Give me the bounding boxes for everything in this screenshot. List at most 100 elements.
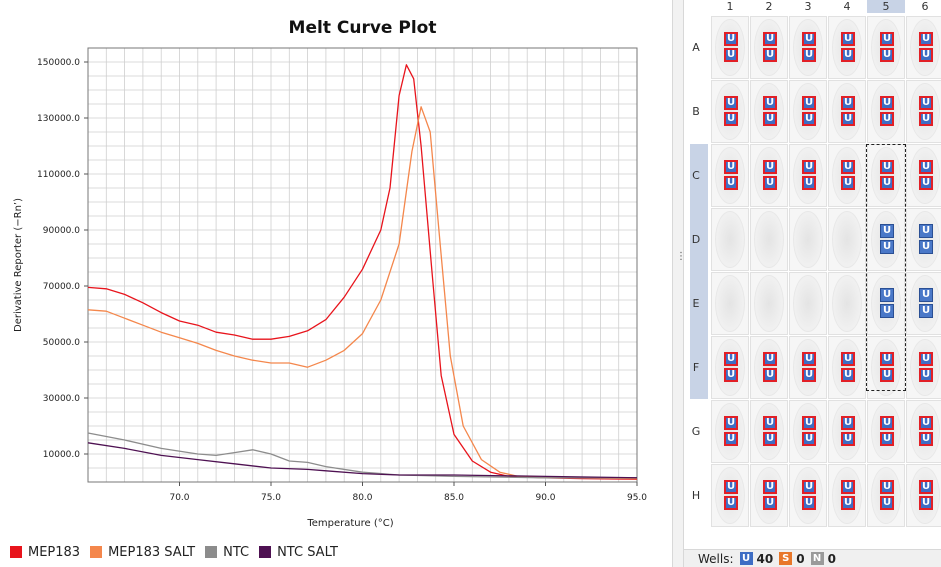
unknown-sample-icon: U [919, 432, 933, 446]
unknown-sample-icon: U [724, 352, 738, 366]
well-oval [793, 211, 823, 268]
column-header-4[interactable]: 4 [843, 0, 851, 13]
splitter-grip-icon[interactable]: ⋮ [676, 251, 686, 262]
unknown-sample-icon: U [802, 416, 816, 430]
row-header-G[interactable]: G [691, 424, 701, 438]
x-tick-label: 70.0 [169, 493, 189, 503]
row-header-A[interactable]: A [692, 40, 700, 54]
well-oval [910, 211, 940, 268]
well-oval [871, 147, 901, 204]
unknown-sample-icon: U [841, 496, 855, 510]
legend-label: NTC SALT [277, 544, 338, 560]
row-header-E[interactable]: E [692, 296, 700, 310]
unknown-sample-icon: U [880, 352, 894, 366]
row-header-D[interactable]: D [691, 232, 701, 246]
row-header-F[interactable]: F [692, 360, 700, 374]
column-header-2[interactable]: 2 [765, 0, 773, 13]
column-header-6[interactable]: 6 [921, 0, 929, 13]
unknown-sample-icon: U [880, 480, 894, 494]
row-header-C[interactable]: C [692, 168, 700, 182]
column-header-5[interactable]: 5 [867, 0, 905, 13]
well-oval [832, 211, 862, 268]
y-tick-label: 110000.0 [37, 170, 80, 180]
well-oval [793, 19, 823, 76]
well-oval [754, 403, 784, 460]
unknown-sample-icon: U [919, 480, 933, 494]
y-tick-label: 130000.0 [37, 114, 80, 124]
y-tick-label: 90000.0 [43, 226, 80, 236]
task-count: 0 [827, 551, 836, 566]
row-header-B[interactable]: B [692, 104, 700, 118]
unknown-sample-icon: U [763, 368, 777, 382]
well-E2[interactable] [750, 272, 788, 335]
well-E3[interactable] [789, 272, 827, 335]
well-oval [871, 275, 901, 332]
unknown-sample-icon: U [919, 352, 933, 366]
legend-label: MEP183 [28, 544, 81, 560]
unknown-sample-icon: U [763, 432, 777, 446]
series-line-ntc-salt [87, 442, 638, 479]
unknown-sample-icon: U [919, 32, 933, 46]
unknown-sample-icon: U [880, 96, 894, 110]
well-E1[interactable] [711, 272, 749, 335]
well-D1[interactable] [711, 208, 749, 271]
unknown-sample-icon: U [763, 32, 777, 46]
unknown-sample-icon: U [919, 160, 933, 174]
legend-item: MEP183 SALT [90, 545, 195, 560]
well-D4[interactable] [828, 208, 866, 271]
well-D3[interactable] [789, 208, 827, 271]
melt-curve-chart-pane: Melt Curve Plot 70.0 75.0 80.0 85.0 90.0 95.0 1… [10, 18, 648, 560]
pane-splitter[interactable]: ⋮ [672, 0, 686, 567]
row-header-H[interactable]: H [691, 488, 701, 502]
well-D2[interactable] [750, 208, 788, 271]
unknown-sample-icon: U [763, 352, 777, 366]
well-oval [832, 83, 862, 140]
column-header-3[interactable]: 3 [804, 0, 812, 13]
well-E4[interactable] [828, 272, 866, 335]
column-header-1[interactable]: 1 [726, 0, 734, 13]
unknown-sample-icon: U [802, 32, 816, 46]
well-oval [715, 403, 745, 460]
